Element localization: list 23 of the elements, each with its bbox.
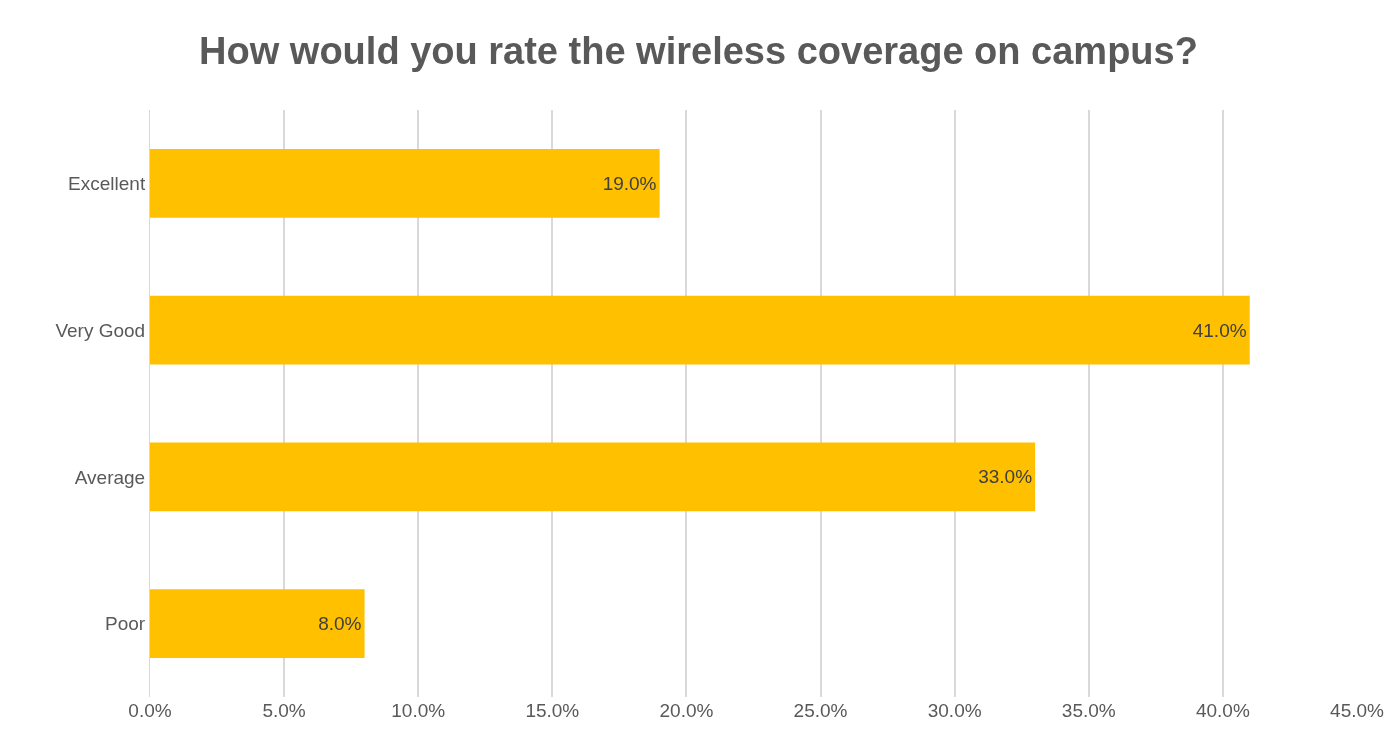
x-tick-label: 10.0%	[391, 700, 446, 721]
x-tick-label: 0.0%	[128, 700, 172, 721]
bar	[150, 148, 660, 218]
bar	[150, 442, 1036, 512]
chart-title: How would you rate the wireless coverage on campus?	[199, 29, 1198, 72]
x-tick-label: 40.0%	[1195, 700, 1250, 721]
bar	[150, 589, 365, 659]
x-tick-label: 35.0%	[1061, 700, 1116, 721]
data-label: 19.0%	[602, 172, 657, 194]
y-tick-label: Very Good	[55, 319, 146, 341]
x-tick-label: 45.0%	[1330, 700, 1385, 721]
bar	[150, 295, 1250, 365]
x-tick-label: 30.0%	[927, 700, 982, 721]
x-tick-label: 5.0%	[262, 700, 306, 721]
y-tick-label: Average	[74, 466, 146, 488]
data-label: 33.0%	[978, 466, 1033, 488]
x-tick-label: 25.0%	[793, 700, 848, 721]
x-tick-label: 15.0%	[525, 700, 580, 721]
data-label: 41.0%	[1192, 319, 1247, 341]
y-tick-label: Poor	[105, 613, 146, 635]
data-label: 8.0%	[318, 613, 362, 635]
x-tick-label: 20.0%	[659, 700, 714, 721]
y-tick-label: Excellent	[68, 173, 146, 195]
